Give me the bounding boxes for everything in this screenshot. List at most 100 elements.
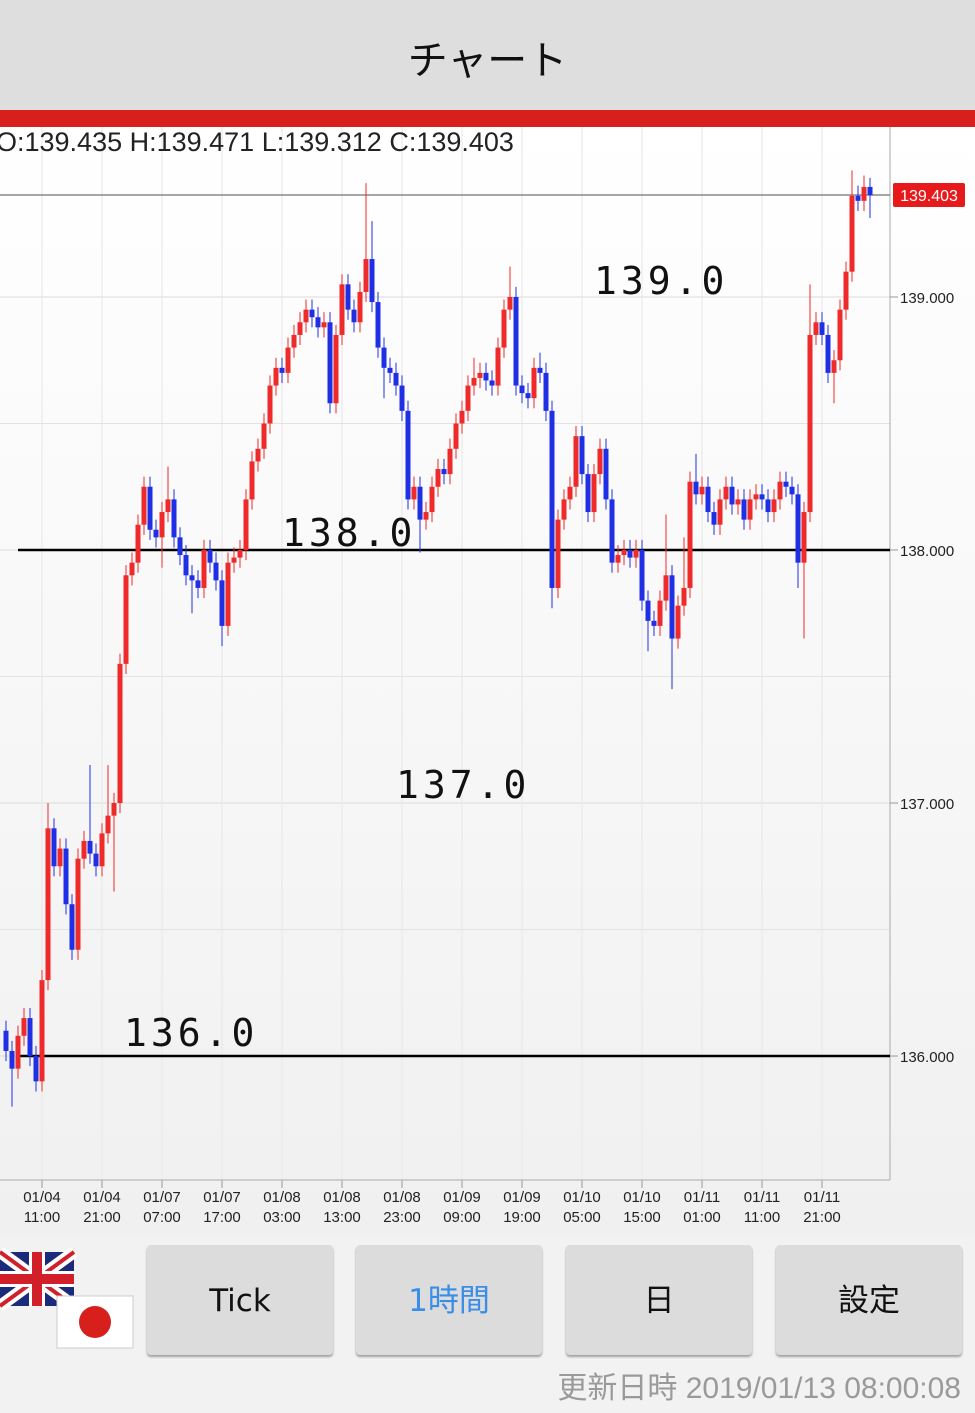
candle-body <box>225 562 231 626</box>
candle-body <box>165 499 171 513</box>
candle-body <box>333 334 339 404</box>
candle-body <box>573 436 579 487</box>
candle-body <box>27 1018 33 1057</box>
y-tick-label: 137.000 <box>900 796 954 813</box>
accent-bar <box>0 110 975 127</box>
last-price-label: 139.403 <box>900 188 958 205</box>
candle-body <box>495 347 501 386</box>
candle-body <box>735 499 741 505</box>
candle-body <box>837 309 843 361</box>
candle-body <box>297 322 303 335</box>
candle-body <box>189 575 195 581</box>
candle-body <box>657 600 663 626</box>
candle-body <box>33 1056 39 1082</box>
candle-body <box>111 803 117 816</box>
candle-body <box>75 858 81 950</box>
candle-body <box>435 469 441 487</box>
settings-button[interactable]: 設定 <box>776 1245 962 1355</box>
hour-button[interactable]: 1時間 <box>356 1245 542 1355</box>
candle-body <box>159 512 165 538</box>
x-tick-label: 01/08 13:00 <box>323 1189 361 1226</box>
x-tick-label: 01/04 21:00 <box>83 1189 121 1226</box>
candle-body <box>345 284 351 310</box>
candle-body <box>405 410 411 500</box>
candle-body <box>555 519 561 588</box>
candle-body <box>519 385 525 394</box>
x-tick-label: 01/09 19:00 <box>503 1189 541 1226</box>
candle-body <box>843 271 849 310</box>
candle-body <box>585 474 591 513</box>
candle-body <box>57 848 63 867</box>
candle-body <box>381 347 387 368</box>
candle-body <box>135 524 141 563</box>
candle-body <box>729 486 735 505</box>
candle-body <box>357 291 363 323</box>
candle-body <box>579 436 585 475</box>
candle-body <box>219 580 225 626</box>
day-button[interactable]: 日 <box>566 1245 752 1355</box>
candle-body <box>321 322 327 328</box>
candle-body <box>267 385 273 424</box>
candle-body <box>501 309 507 348</box>
candle-body <box>351 309 357 323</box>
tick-button[interactable]: Tick <box>147 1245 333 1355</box>
candle-body <box>747 499 753 520</box>
candle-body <box>207 550 213 563</box>
candle-body <box>591 474 597 513</box>
candle-body <box>315 317 321 328</box>
candle-body <box>51 828 57 867</box>
candle-body <box>153 529 159 538</box>
candle-body <box>99 833 105 867</box>
plot: 139.000 138.000 137.000 136.000 139.403 <box>0 127 965 1188</box>
x-tick-label: 01/07 17:00 <box>203 1189 241 1226</box>
candle-body <box>627 550 633 558</box>
candle-body <box>465 385 471 411</box>
candle-body <box>177 537 183 556</box>
candle-body <box>81 840 87 859</box>
candle-body <box>819 322 825 335</box>
candle-body <box>693 481 699 495</box>
candle-body <box>561 499 567 520</box>
candle-body <box>459 410 465 424</box>
candle-body <box>141 486 147 525</box>
candle-body <box>453 423 459 449</box>
y-tick-label: 138.000 <box>900 543 954 560</box>
candle-body <box>471 377 477 386</box>
candle-body <box>807 334 813 513</box>
candle-body <box>615 555 621 563</box>
updated-value: 2019/01/13 08:00:08 <box>685 1372 961 1405</box>
candle-body <box>705 486 711 513</box>
candle-body <box>789 486 795 495</box>
candle-body <box>663 575 669 601</box>
candle-body <box>417 486 423 520</box>
candle-body <box>369 259 375 303</box>
candle-body <box>327 322 333 404</box>
candle-body <box>825 334 831 373</box>
candle-body <box>867 186 873 196</box>
candle-body <box>669 575 675 639</box>
candle-body <box>483 372 489 381</box>
candle-body <box>537 367 543 373</box>
candle-body <box>63 848 69 905</box>
candle-body <box>759 494 765 500</box>
x-tick-label: 01/11 21:00 <box>803 1189 841 1226</box>
candle-body <box>741 499 747 520</box>
candle-body <box>801 512 807 563</box>
candle-body <box>195 580 201 588</box>
candle-body <box>117 663 123 804</box>
candle-body <box>261 423 267 449</box>
candle-body <box>93 853 99 867</box>
ohlc-summary: O:139.435 H:139.471 L:139.312 C:139.403 <box>0 127 514 157</box>
annotation: 139.0 <box>594 259 728 303</box>
candle-body <box>39 980 45 1082</box>
candle-body <box>255 448 261 462</box>
candle-body <box>771 499 777 513</box>
candle-body <box>531 367 537 399</box>
candle-body <box>243 499 249 550</box>
candle-body <box>105 815 111 834</box>
candle-body <box>783 481 789 487</box>
candle-body <box>441 469 447 475</box>
candle-body <box>447 448 453 475</box>
